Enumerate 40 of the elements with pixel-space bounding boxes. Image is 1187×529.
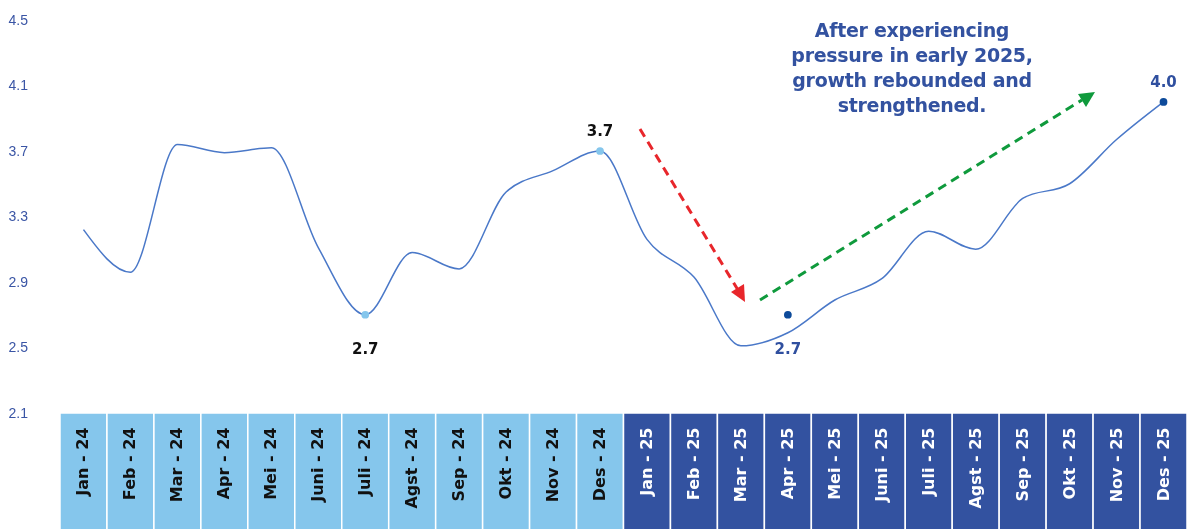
x-tick-label: Des - 25 — [1153, 427, 1173, 502]
y-tick-label: 4.5 — [8, 11, 29, 28]
x-tick-label: Feb - 24 — [120, 427, 140, 501]
data-label: 4.0 — [1150, 72, 1177, 91]
x-tick-label: Juni - 24 — [308, 427, 328, 503]
x-tick-label: Des - 24 — [590, 427, 610, 502]
data-label: 2.7 — [351, 339, 379, 358]
point — [1159, 98, 1168, 106]
x-tick-label: Okt - 24 — [496, 427, 516, 500]
data-label: 2.7 — [774, 339, 802, 358]
x-tick-label: Juli - 24 — [355, 427, 375, 497]
y-tick-label: 4.1 — [8, 77, 29, 93]
x-tick-label: Apr - 25 — [777, 427, 797, 500]
x-tick-label: Agst - 25 — [965, 427, 985, 509]
x-tick-label: Mar - 25 — [730, 427, 750, 503]
x-tick-label: Feb - 25 — [683, 427, 703, 501]
x-tick-label: Okt - 25 — [1059, 427, 1079, 500]
x-tick-label: Juni - 25 — [871, 427, 891, 503]
x-tick-label: Jan - 24 — [73, 427, 93, 497]
x-tick-label: Nov - 24 — [543, 427, 563, 503]
x-tick-label: Mei - 25 — [824, 427, 844, 500]
x-tick-label: Juli - 25 — [918, 427, 938, 497]
x-tick-label: Sep - 24 — [449, 427, 469, 502]
y-tick-label: 2.5 — [8, 339, 29, 355]
data-label: 3.7 — [586, 122, 614, 140]
x-tick-label: Apr - 24 — [214, 427, 234, 500]
x-tick-label: Sep - 25 — [1012, 427, 1032, 502]
point — [596, 147, 604, 155]
x-tick-label: Agst - 24 — [402, 427, 422, 509]
x-tick-label: Mei - 24 — [261, 427, 281, 500]
x-tick-label: Mar - 24 — [167, 427, 187, 503]
point — [783, 310, 792, 319]
annotation: After experiencing pressure in early 2025, growth rebounded and strengthened. — [790, 18, 1034, 118]
y-tick-label: 3.3 — [8, 208, 29, 224]
y-tick-label: 2.1 — [8, 404, 29, 421]
y-tick-label: 2.9 — [8, 273, 29, 290]
y-tick-label: 3.7 — [8, 142, 29, 159]
x-tick-label: Jan - 25 — [636, 427, 656, 497]
x-tick-label: Nov - 25 — [1106, 427, 1126, 503]
point — [361, 310, 370, 319]
